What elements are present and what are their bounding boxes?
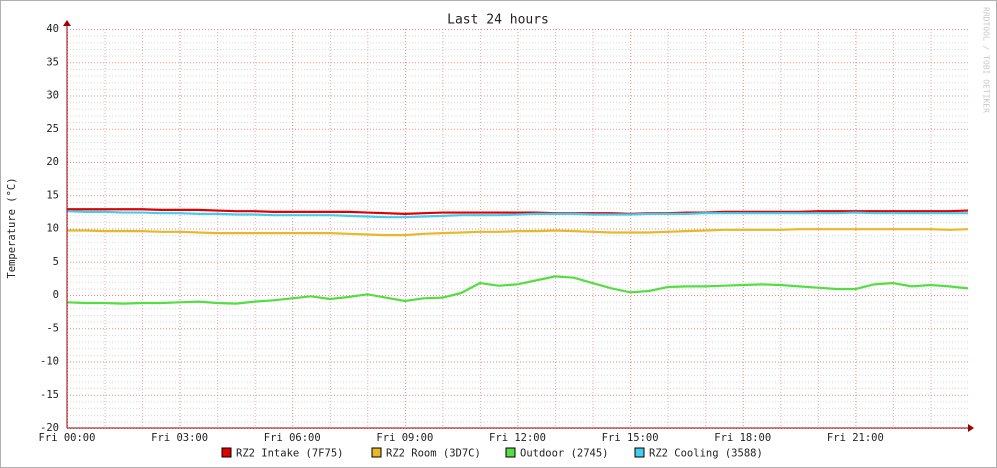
- legend-swatch: [221, 447, 232, 458]
- x-tick-label: Fri 15:00: [602, 432, 659, 444]
- y-tick-label: 35: [46, 56, 59, 68]
- series-line: [66, 210, 968, 219]
- series-line: [67, 228, 969, 237]
- y-tick-label: -20: [40, 422, 59, 434]
- y-tick-label: 0: [53, 289, 59, 301]
- legend-label: RZ2 Intake (7F75): [236, 448, 343, 460]
- x-tick-label: Fri 09:00: [376, 432, 433, 444]
- x-tick-label: Fri 03:00: [151, 432, 208, 444]
- x-tick-label: Fri 12:00: [489, 432, 546, 444]
- axes: [63, 20, 974, 432]
- grid: [67, 29, 968, 429]
- x-tick-label: Fri 21:00: [827, 432, 884, 444]
- x-tick-label: Fri 00:00: [39, 432, 96, 444]
- legend-swatch: [634, 447, 645, 458]
- chart-title: Last 24 hours: [447, 13, 549, 28]
- y-tick-label: 20: [46, 156, 59, 168]
- legend-label: RZ2 Room (3D7C): [386, 448, 481, 460]
- series-line: [66, 275, 969, 305]
- y-axis-label: Temperature (°C): [6, 177, 18, 278]
- y-tick-label: 25: [46, 123, 59, 135]
- y-tick-label: 10: [46, 223, 59, 235]
- legend: RZ2 Intake (7F75) RZ2 Room (3D7C) Outdoor …: [221, 447, 763, 460]
- x-tick-label: Fri 06:00: [264, 432, 321, 444]
- y-axis-arrow: [63, 20, 71, 26]
- watermark: RRDTOOL / TOBI OETIKER: [982, 7, 991, 113]
- legend-swatch: [371, 447, 382, 458]
- series-lines: [66, 208, 969, 305]
- legend-swatch: [505, 447, 516, 458]
- y-tick-label: 5: [53, 256, 59, 268]
- legend-label: RZ2 Cooling (3588): [649, 448, 763, 460]
- y-tick-label: -15: [40, 389, 59, 401]
- y-tick-label: -5: [46, 322, 59, 334]
- series-line: [67, 208, 969, 215]
- legend-label: Outdoor (2745): [520, 448, 609, 460]
- y-tick-label: 40: [46, 23, 59, 35]
- x-tick-label: Fri 18:00: [714, 432, 771, 444]
- y-tick-label: 30: [46, 90, 59, 102]
- y-tick-label: 15: [46, 189, 59, 201]
- x-axis-arrow: [968, 424, 974, 432]
- y-tick-label: -10: [40, 356, 59, 368]
